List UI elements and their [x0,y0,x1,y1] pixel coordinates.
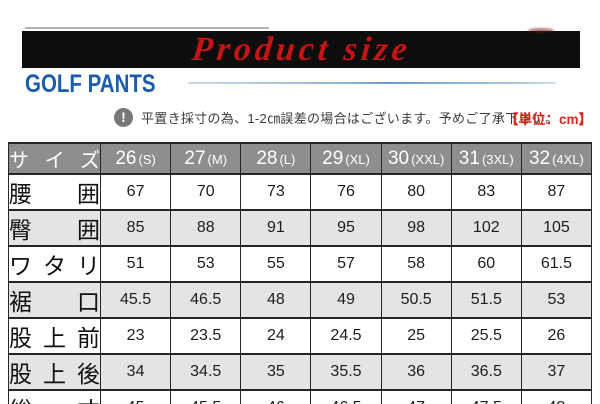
table-row: ワタリ 51 53 55 57 58 60 61.5 [8,245,593,283]
size-value: 57 [310,245,382,283]
size-value: 45.5 [99,281,172,319]
size-value: 48 [520,389,593,404]
size-value: 46 [240,389,312,404]
exclamation-icon: ! [114,107,133,127]
size-value: 98 [380,209,452,247]
size-value: 47 [380,389,452,404]
size-value: 25 [380,317,452,355]
size-tag: (S) [138,151,156,167]
size-number: 32 [528,147,551,169]
size-value: 76 [310,173,382,211]
measure-label: 股上前 [8,317,101,355]
size-header-cell: サイズ [8,142,101,175]
size-value: 53 [170,245,242,283]
size-value: 50.5 [380,281,452,319]
size-value: 35.5 [310,353,382,391]
size-value: 24.5 [310,317,382,355]
size-number: 30 [387,147,410,169]
size-value: 34.5 [170,353,242,391]
size-tag: (XXL) [411,151,445,167]
size-value: 26 [520,317,593,355]
size-value: 58 [380,245,452,283]
size-value: 85 [99,209,172,247]
brand-divider [188,82,556,84]
title-banner: Product size [22,31,580,68]
size-value: 25.5 [450,317,522,355]
size-tag: (XL) [345,151,370,167]
table-row: 臀囲 85 88 91 95 98 102 105 [8,209,593,247]
size-value: 46.5 [310,389,382,404]
measure-label: 股上後 [8,353,101,391]
measure-label: 腰囲 [8,173,101,211]
size-value: 88 [170,209,242,247]
size-value: 46.5 [170,281,242,319]
measure-label: 裾口 [8,281,101,319]
column-header: 26 (S) [99,142,172,175]
measure-label: ワタリ [8,245,101,283]
size-value: 35 [240,353,312,391]
banner-red-smudge [528,28,554,33]
size-value: 102 [450,209,522,247]
size-table: サイズ 26 (S) 27 (M) 28 (L) 29 (XL) 30 (XXL) 31(… [8,142,593,404]
table-row: 股上前 23 23.5 24 24.5 25 25.5 26 [8,317,593,355]
size-value: 55 [240,245,312,283]
size-value: 53 [520,281,593,319]
size-value: 83 [450,173,522,211]
size-tag: (M) [207,151,228,167]
product-name: GOLF PANTS [25,70,156,98]
size-number: 28 [256,147,278,169]
size-number: 31 [458,147,480,169]
column-header: 32 (4XL) [520,142,593,175]
table-row: 総丈 45 45.5 46 46.5 47 47.5 48 [8,389,593,404]
size-value: 61.5 [520,245,593,283]
size-value: 105 [520,209,593,247]
column-header: 30 (XXL) [380,142,452,175]
size-value: 24 [240,317,312,355]
size-value: 23 [99,317,172,355]
size-value: 51.5 [450,281,522,319]
measure-label: 臀囲 [8,209,101,247]
table-row: 裾口 45.5 46.5 48 49 50.5 51.5 53 [8,281,593,319]
size-number: 29 [322,147,344,169]
notice-text: 平置き採寸の為、1-2㎝誤差の場合はございます。予めご了承下さい。 [141,110,559,126]
size-value: 70 [170,173,242,211]
size-value: 73 [240,173,312,211]
size-number: 26 [115,147,137,169]
size-value: 48 [240,281,312,319]
column-header: 31 (3XL) [450,142,522,175]
unit-label: 【単位：cm】 [504,112,592,127]
size-value: 45 [99,389,172,404]
size-value: 34 [99,353,172,391]
banner-title: Product size [189,30,413,68]
size-value: 80 [380,173,452,211]
size-number: 27 [184,147,206,169]
column-header: 29 (XL) [310,142,382,175]
size-value: 37 [520,353,593,391]
measurement-notice: ! 平置き採寸の為、1-2㎝誤差の場合はございます。予めご了承下さい。 [114,106,558,128]
size-value: 47.5 [450,389,522,404]
size-value: 45.5 [170,389,242,404]
size-value: 87 [520,173,593,211]
size-value: 49 [310,281,382,319]
size-value: 60 [450,245,522,283]
size-value: 91 [240,209,312,247]
column-header: 27 (M) [170,142,242,175]
measure-label: 総丈 [8,389,101,404]
table-header-row: サイズ 26 (S) 27 (M) 28 (L) 29 (XL) 30 (XXL) 31(… [8,142,593,175]
table-row: 股上後 34 34.5 35 35.5 36 36.5 37 [8,353,593,391]
size-value: 51 [99,245,172,283]
size-value: 36.5 [450,353,522,391]
size-tag: (3XL) [481,151,514,167]
size-value: 23.5 [170,317,242,355]
size-tag: (4XL) [552,151,584,167]
column-header: 28 (L) [240,142,312,175]
size-value: 67 [99,173,172,211]
size-value: 95 [310,209,382,247]
table-row: 腰囲 67 70 73 76 80 83 87 [8,173,593,211]
size-tag: (L) [279,151,296,167]
top-divider [25,27,269,29]
size-value: 36 [380,353,452,391]
